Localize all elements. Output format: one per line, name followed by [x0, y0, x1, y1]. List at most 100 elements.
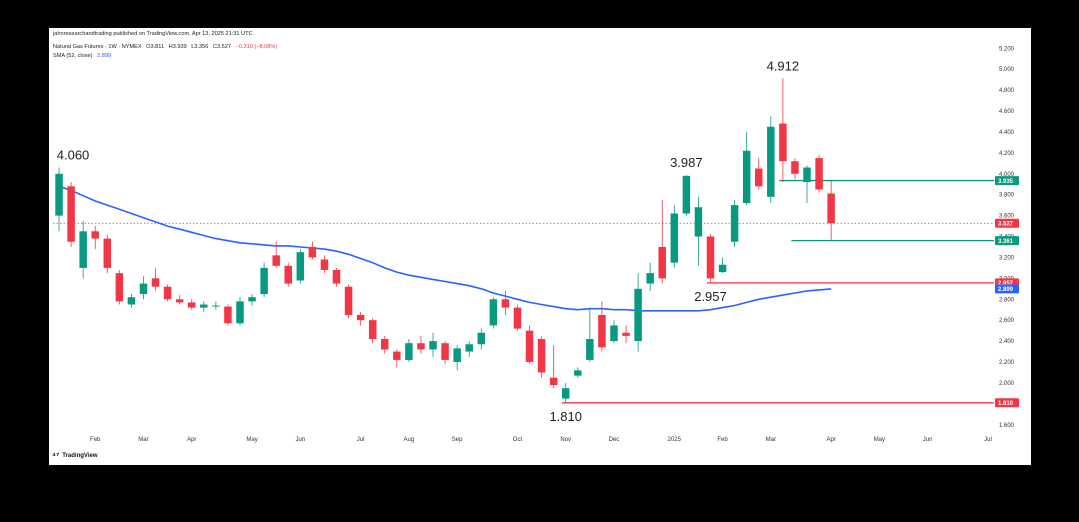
price-tag-text: 2.957: [998, 281, 1014, 287]
candle-body: [381, 339, 389, 350]
ohlc-open: O3.811: [146, 44, 165, 50]
x-tick-label: Apr: [187, 437, 196, 443]
candle-body: [742, 150, 751, 204]
sma-legend[interactable]: SMA (52, close) 2.899: [53, 53, 114, 59]
y-tick-label: 4.800: [999, 88, 1015, 94]
candle: [91, 226, 99, 250]
tradingview-brand[interactable]: ⁴⁷ TradingView: [52, 451, 98, 460]
y-tick-label: 4.400: [999, 130, 1015, 136]
candle-body: [103, 238, 112, 268]
annotation-4-912: 4.912: [767, 58, 800, 73]
candle-body: [441, 343, 449, 360]
candle-body: [393, 351, 401, 360]
candle-body: [139, 283, 148, 295]
annotation-2-957: 2.957: [694, 289, 727, 304]
candle: [405, 339, 413, 363]
candle: [260, 262, 268, 298]
candle: [477, 328, 486, 350]
candle: [453, 345, 461, 371]
candle-body: [682, 175, 691, 214]
y-tick-label: 3.600: [999, 214, 1015, 220]
candle-body: [308, 246, 317, 258]
x-tick-label: Jun: [295, 437, 305, 443]
candle: [827, 180, 835, 242]
candle-body: [175, 299, 184, 303]
candle-body: [694, 207, 703, 237]
candle: [248, 294, 256, 306]
candle: [212, 301, 220, 310]
candle: [574, 367, 582, 378]
tradingview-logo-icon: ⁴⁷: [52, 451, 60, 460]
price-tag-2-899: 2.899: [995, 284, 1019, 294]
candle: [730, 199, 739, 247]
candle-body: [755, 168, 763, 187]
candle: [586, 307, 594, 363]
y-tick-label: 4.000: [999, 172, 1015, 178]
sma-label: SMA (52, close): [53, 53, 93, 59]
candle-body: [405, 343, 413, 360]
x-tick-label: Oct: [513, 437, 523, 443]
candle-body: [344, 286, 353, 315]
candle: [465, 341, 473, 357]
price-tag-3-361: 3.361: [995, 236, 1019, 246]
candle: [489, 297, 498, 329]
candle-body: [803, 167, 811, 183]
candle: [320, 255, 329, 274]
candle-body: [706, 236, 715, 279]
y-tick-label: 1.600: [999, 423, 1015, 429]
candle: [55, 167, 63, 232]
price-tag-1-810: 1.810: [995, 398, 1019, 408]
candle: [417, 335, 425, 354]
candle: [791, 158, 799, 180]
candle-body: [260, 267, 268, 295]
x-tick-label: Mar: [138, 437, 148, 443]
annotation-3-987: 3.987: [670, 155, 703, 170]
candle: [381, 335, 389, 354]
candle-body: [91, 231, 99, 239]
sma-value: 2.899: [97, 53, 112, 59]
candle: [549, 345, 558, 389]
candle-body: [791, 161, 799, 174]
candle: [272, 241, 280, 268]
x-tick-label: Feb: [717, 437, 728, 443]
candle-body: [658, 246, 666, 279]
y-tick-label: 3.800: [999, 193, 1015, 199]
candle-body: [453, 348, 461, 363]
candle: [393, 349, 401, 368]
price-tag-text: 3.935: [998, 179, 1014, 185]
candle: [742, 131, 751, 206]
candle-body: [67, 186, 75, 242]
price-chart[interactable]: 4.0603.9874.9122.9571.8101.6001.8002.000…: [49, 28, 1031, 465]
candle: [501, 290, 510, 315]
candle-body: [417, 343, 425, 350]
candle-body: [115, 273, 124, 302]
candle: [115, 269, 124, 305]
candle-body: [284, 265, 292, 284]
candle: [356, 311, 365, 326]
candle: [525, 325, 534, 365]
candle-body: [549, 377, 558, 386]
candle: [344, 284, 353, 319]
candle-body: [55, 173, 63, 216]
candle-body: [646, 273, 654, 284]
candle: [779, 78, 787, 183]
candle: [308, 241, 317, 260]
y-tick-label: 2.200: [999, 360, 1015, 366]
y-tick-label: 2.600: [999, 318, 1015, 324]
candle: [139, 276, 148, 300]
y-tick-label: 2.000: [999, 381, 1015, 387]
candle-body: [296, 252, 305, 281]
candle: [622, 325, 630, 344]
candle-body: [501, 299, 510, 308]
price-tag-text: 3.361: [998, 239, 1014, 245]
candle: [441, 341, 449, 365]
candle: [634, 273, 642, 352]
x-tick-label: Dec: [609, 437, 620, 443]
candle-body: [622, 332, 630, 336]
candle-body: [574, 370, 582, 376]
symbol-name[interactable]: Natural Gas Futures · 1W · NYMEX: [53, 44, 142, 50]
annotation-4-060: 4.060: [57, 147, 90, 162]
candle-body: [465, 344, 473, 352]
x-tick-label: May: [246, 437, 257, 443]
ohlc-high: H3.939: [168, 44, 187, 50]
